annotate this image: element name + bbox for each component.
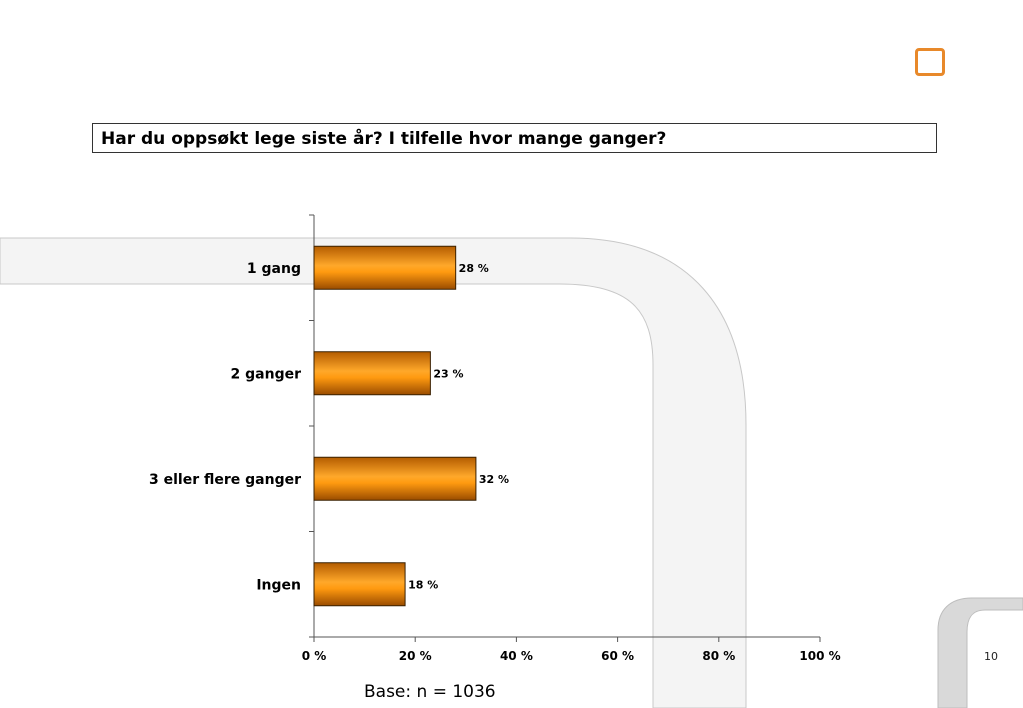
decor-band (0, 237, 747, 708)
bar (313, 351, 431, 396)
page-number: 10 (984, 650, 998, 663)
bar (313, 456, 477, 501)
bar (313, 245, 457, 290)
data-label: 18 % (408, 578, 438, 591)
x-tick-label: 80 % (702, 649, 735, 663)
x-tick-label: 20 % (399, 649, 432, 663)
category-label: 2 ganger (231, 366, 302, 382)
decor-corner (937, 597, 1023, 708)
data-label: 28 % (459, 262, 489, 275)
x-tick-label: 60 % (601, 649, 634, 663)
data-label: 23 % (433, 367, 463, 380)
category-label: 1 gang (247, 261, 301, 277)
page-title: Har du oppsøkt lege siste år? I tilfelle… (101, 129, 667, 149)
x-tick-label: 40 % (500, 649, 533, 663)
title-box: Har du oppsøkt lege siste år? I tilfelle… (92, 123, 937, 153)
data-label: 32 % (479, 473, 509, 486)
x-tick-label: 100 % (799, 649, 840, 663)
category-label: Ingen (256, 577, 301, 593)
logo-icon (915, 48, 945, 76)
base-note: Base: n = 1036 (364, 682, 496, 702)
bar (313, 562, 406, 607)
category-label: 3 eller flere ganger (149, 472, 301, 488)
x-tick-label: 0 % (302, 649, 327, 663)
